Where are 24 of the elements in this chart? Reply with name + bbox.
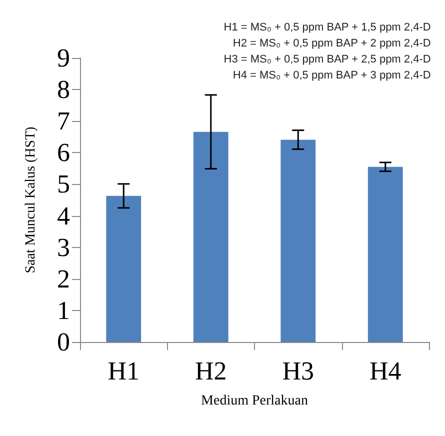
y-tick-label: 0 xyxy=(57,328,70,356)
text: H1 = MS₀ + 0,5 ppm BAP + 1,5 ppm 2,4-D xyxy=(224,22,431,34)
x-axis-title: Medium Perlakuan xyxy=(201,394,308,408)
annotation: H3 = MS₀ + 0,5 ppm BAP + 2,5 ppm 2,4-D xyxy=(224,54,431,66)
bar xyxy=(106,196,142,342)
y-tick-label: 2 xyxy=(57,264,70,294)
bar xyxy=(368,166,403,342)
x-tick-label: H2 xyxy=(194,356,227,386)
text: H2 = MS₀ + 0,5 ppm BAP + 2 ppm 2,4-D xyxy=(232,38,431,50)
y-tick-label: 7 xyxy=(57,106,70,136)
x-tick-label: H3 xyxy=(282,356,314,386)
y-axis-title: Saat Muncul Kalus (HST) xyxy=(24,126,38,274)
y-tick-label: 1 xyxy=(57,296,70,325)
bar xyxy=(193,132,228,342)
x-tick-label: H4 xyxy=(369,356,402,386)
x-tick-label: H1 xyxy=(108,356,140,386)
y-tick-label: 5 xyxy=(57,170,70,199)
y-tick-label: 8 xyxy=(57,75,70,104)
bar xyxy=(280,140,316,342)
y-tick-label: 3 xyxy=(57,232,70,262)
annotation: H4 = MS₀ + 0,5 ppm BAP + 3 ppm 2,4-D xyxy=(232,70,431,82)
y-tick-label: 4 xyxy=(57,201,70,230)
y-tick-label: 9 xyxy=(57,44,70,72)
y-tick-label: 6 xyxy=(57,138,70,168)
